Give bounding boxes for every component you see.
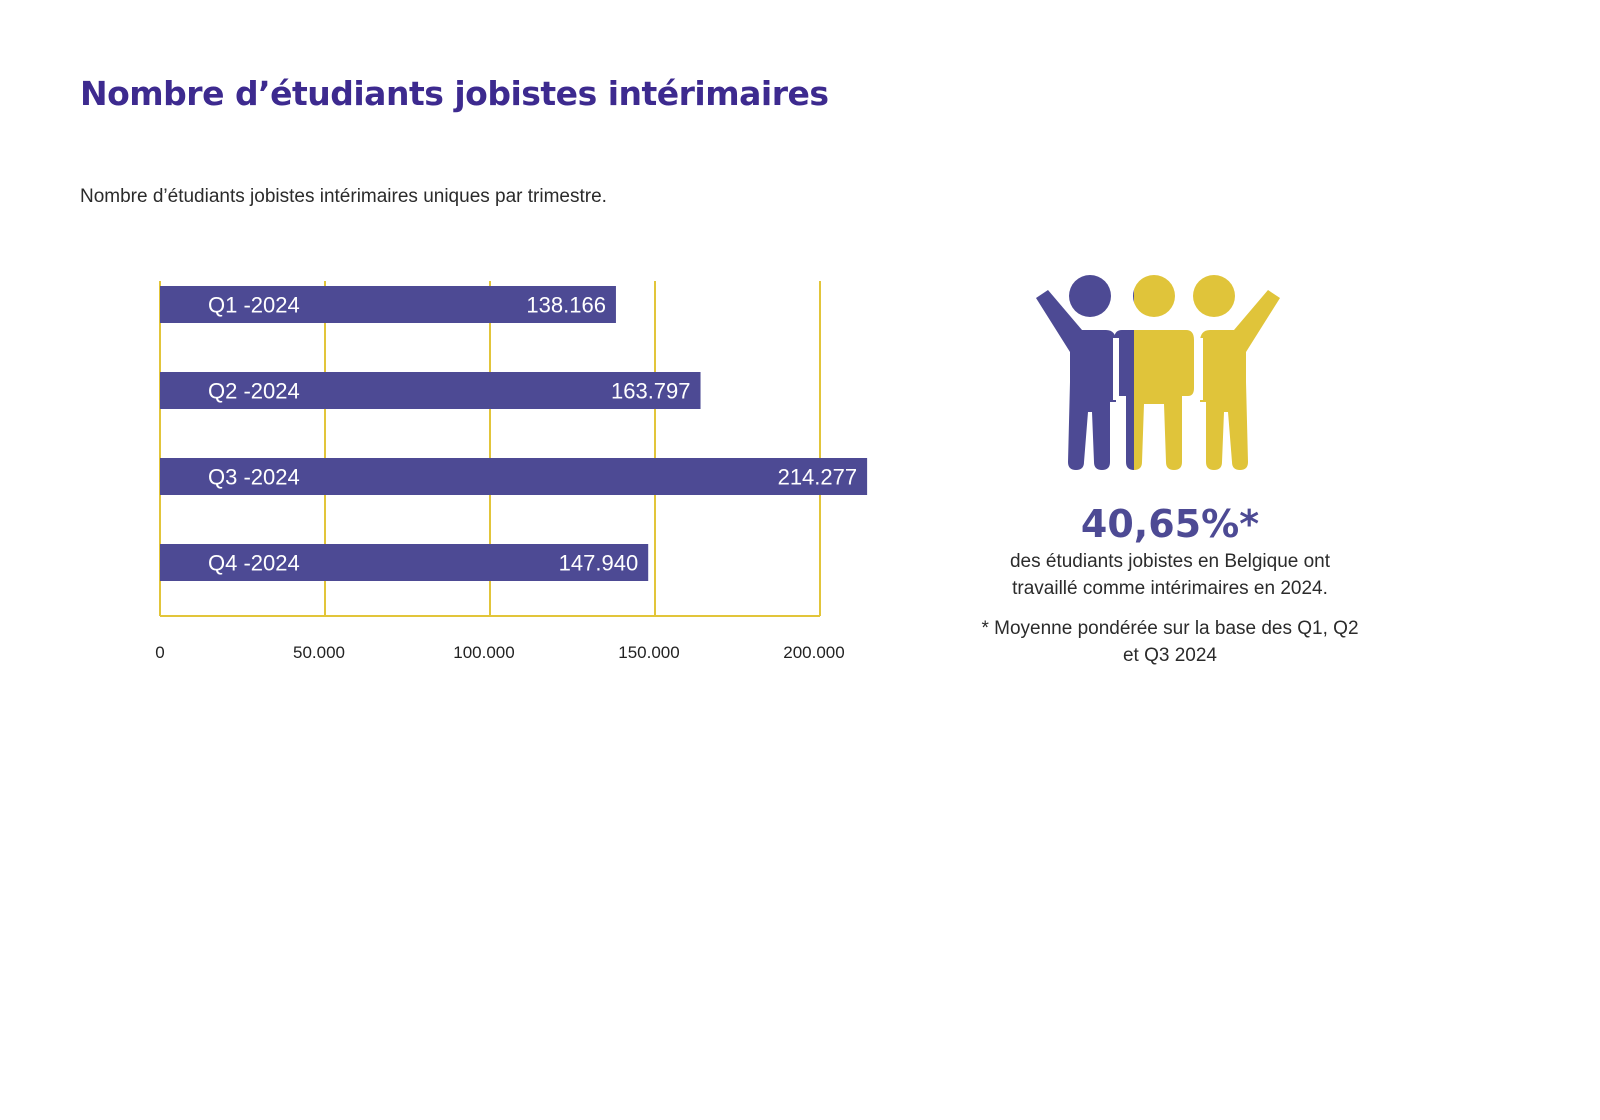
bar (160, 458, 868, 495)
person-right-icon (1193, 275, 1280, 470)
footnote-line-1: * Moyenne pondérée sur la base des Q1, Q… (981, 618, 1359, 639)
bar-value-label: 163.797 (611, 379, 691, 404)
stat-block: 40,65%* des étudiants jobistes en Belgiq… (960, 500, 1380, 669)
stat-description-line-2: travaillé comme intérimaires en 2024. (1012, 578, 1328, 599)
bar-value-label: 147.940 (559, 551, 639, 576)
x-tick-label: 100.000 (453, 643, 514, 662)
person-left-icon (1036, 275, 1116, 470)
x-tick-label: 0 (155, 643, 164, 662)
bar (160, 544, 649, 581)
footnote-line-2: et Q3 2024 (1122, 645, 1218, 666)
stat-description-line-1: des étudiants jobistes en Belgique ont (1009, 551, 1331, 572)
bar-category-label: Q4 -2024 (208, 551, 300, 576)
bar-value-label: 138.166 (526, 293, 606, 318)
page-title: Nombre d’étudiants jobistes intérimaires (80, 74, 829, 113)
stat-percentage: 40,65%* (1080, 502, 1260, 546)
bar-value-label: 214.277 (778, 465, 858, 490)
x-tick-label: 150.000 (618, 643, 679, 662)
bar-category-label: Q1 -2024 (208, 293, 300, 318)
x-tick-label: 50.000 (293, 643, 345, 662)
bar-layer: Q1 -2024 138.166 Q2 -2024 163.797 Q3 -2024 21… (160, 286, 868, 581)
x-axis-ticks: 0 50.000 100.000 150.000 200.000 (155, 643, 844, 662)
bar-category-label: Q3 -2024 (208, 465, 300, 490)
people-cheering-icon (1036, 275, 1280, 470)
bar-category-label: Q2 -2024 (208, 379, 300, 404)
page-subtitle: Nombre d’étudiants jobistes intérimaires… (80, 186, 607, 207)
bar-chart: Q1 -2024 138.166 Q2 -2024 163.797 Q3 -2024 21… (155, 281, 868, 662)
bar (160, 372, 701, 409)
bar (160, 286, 616, 323)
x-tick-label: 200.000 (783, 643, 844, 662)
person-middle-icon (1114, 275, 1194, 470)
